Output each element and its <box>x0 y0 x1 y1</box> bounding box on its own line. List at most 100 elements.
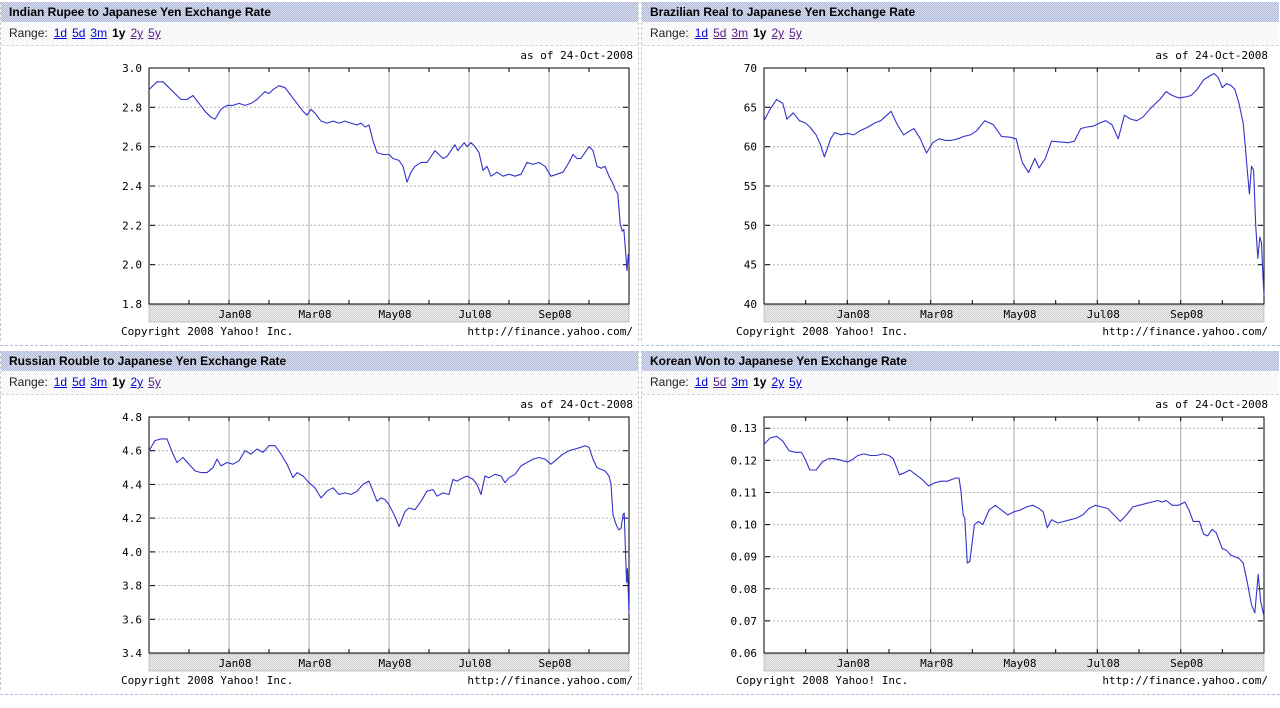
series-line <box>763 72 1265 297</box>
range-link-5y[interactable]: 5y <box>148 26 161 40</box>
x-axis-tick-label: Jul08 <box>458 657 491 670</box>
y-axis-tick-label: 4.8 <box>122 411 142 424</box>
range-bar: Range: 1d 5d 3m 1y 2y 5y <box>642 22 1279 46</box>
x-axis-tick-label: May08 <box>378 657 411 670</box>
x-axis-tick-label: Jul08 <box>1087 308 1120 321</box>
plot-border <box>148 67 630 305</box>
x-axis-tick-label: Jan08 <box>837 657 870 670</box>
panel-inr-jpy: Indian Rupee to Japanese Yen Exchange Ra… <box>0 2 639 341</box>
range-links: 1d 5d 3m 1y 2y 5y <box>695 375 807 389</box>
y-axis-tick-label: 3.0 <box>122 62 142 75</box>
x-axis-band <box>763 653 1265 672</box>
range-link-5d[interactable]: 5d <box>713 26 727 40</box>
chart-image: as of 24-Oct-2008 70 65 60 55 50 45 40 Jan08 Mar… <box>642 46 1279 341</box>
as-of-date: as of 24-Oct-2008 <box>520 49 633 62</box>
y-axis-tick-label: 60 <box>744 141 757 154</box>
x-axis-tick-label: Sep08 <box>538 657 571 670</box>
copyright-text: Copyright 2008 Yahoo! Inc. <box>736 325 909 338</box>
y-axis-tick-label: 3.4 <box>122 647 142 660</box>
exchange-rate-chart: 0.13 0.12 0.11 0.10 0.09 0.08 0.07 0.06 Jan08 Mar… <box>731 416 1265 672</box>
range-link-2y[interactable]: 2y <box>771 26 785 40</box>
range-link-2y[interactable]: 2y <box>130 26 144 40</box>
range-link-1d[interactable]: 1d <box>694 375 709 389</box>
x-axis-tick-label: Mar08 <box>298 657 331 670</box>
panel-title: Indian Rupee to Japanese Yen Exchange Ra… <box>1 2 638 22</box>
y-axis-tick-label: 2.0 <box>122 259 142 272</box>
y-axis-tick-label: 40 <box>744 298 757 311</box>
x-axis-tick-label: May08 <box>1003 657 1036 670</box>
x-axis-tick-label: Jul08 <box>1087 657 1120 670</box>
y-axis-tick-label: 2.8 <box>122 101 142 114</box>
y-axis-tick-label: 2.2 <box>122 219 142 232</box>
x-axis-tick-label: May08 <box>378 308 411 321</box>
x-axis-tick-label: Mar08 <box>920 657 953 670</box>
y-axis-tick-label: 4.4 <box>122 478 142 491</box>
panel-brl-jpy: Brazilian Real to Japanese Yen Exchange … <box>641 2 1279 341</box>
range-bar: Range: 1d 5d 3m 1y 2y 5y <box>1 22 638 46</box>
y-axis-tick-label: 55 <box>744 180 757 193</box>
plot-border <box>763 67 1265 305</box>
finance-url: http://finance.yahoo.com/ <box>467 674 633 687</box>
chart-row-bottom: Russian Rouble to Japanese Yen Exchange … <box>0 351 1280 695</box>
y-axis-tick-label: 45 <box>744 259 757 272</box>
y-axis-tick-label: 0.06 <box>731 647 758 660</box>
panel-krw-jpy: Korean Won to Japanese Yen Exchange Rate… <box>641 351 1279 690</box>
x-axis-tick-label: May08 <box>1003 308 1036 321</box>
panel-title: Korean Won to Japanese Yen Exchange Rate <box>642 351 1279 371</box>
copyright-text: Copyright 2008 Yahoo! Inc. <box>121 325 294 338</box>
y-axis-tick-label: 4.6 <box>122 445 142 458</box>
y-axis-tick-label: 0.10 <box>731 519 758 532</box>
x-axis-tick-label: Jul08 <box>458 308 491 321</box>
range-link-2y[interactable]: 2y <box>130 375 144 389</box>
x-axis-tick-label: Jan08 <box>218 657 251 670</box>
range-link-2y[interactable]: 2y <box>771 375 785 389</box>
y-axis-tick-label: 0.13 <box>731 422 758 435</box>
range-link-5d[interactable]: 5d <box>72 26 86 40</box>
chart-image: as of 24-Oct-2008 0.13 0.12 0.11 0.10 0.09 0.… <box>642 395 1279 690</box>
range-link-1y: 1y <box>753 26 767 40</box>
as-of-date: as of 24-Oct-2008 <box>1155 49 1268 62</box>
range-link-5y[interactable]: 5y <box>148 375 161 389</box>
finance-url: http://finance.yahoo.com/ <box>1102 325 1268 338</box>
plot-border <box>148 416 630 654</box>
range-link-1d[interactable]: 1d <box>694 26 709 40</box>
range-link-3m[interactable]: 3m <box>90 26 108 40</box>
range-bar: Range: 1d 5d 3m 1y 2y 5y <box>642 371 1279 395</box>
copyright-text: Copyright 2008 Yahoo! Inc. <box>121 674 294 687</box>
range-link-3m[interactable]: 3m <box>731 26 749 40</box>
range-link-5d[interactable]: 5d <box>72 375 86 389</box>
x-axis-band <box>763 304 1265 323</box>
y-axis-tick-label: 4.2 <box>122 512 142 525</box>
y-axis-tick-label: 2.6 <box>122 141 142 154</box>
plot-border <box>763 416 1265 654</box>
range-link-1y: 1y <box>753 375 767 389</box>
range-link-1d[interactable]: 1d <box>53 375 68 389</box>
panel-rub-jpy: Russian Rouble to Japanese Yen Exchange … <box>0 351 639 690</box>
x-axis-tick-label: Mar08 <box>920 308 953 321</box>
range-label: Range: <box>650 375 689 389</box>
exchange-rate-chart: 70 65 60 55 50 45 40 Jan08 Mar08 May08 Jul08 Sep08 <box>744 62 1265 323</box>
range-link-3m[interactable]: 3m <box>731 375 749 389</box>
range-link-1d[interactable]: 1d <box>53 26 68 40</box>
range-link-5y[interactable]: 5y <box>789 26 802 40</box>
range-link-3m[interactable]: 3m <box>90 375 108 389</box>
y-axis-tick-label: 50 <box>744 219 757 232</box>
range-links: 1d 5d 3m 1y 2y 5y <box>54 26 166 40</box>
y-axis-tick-label: 3.8 <box>122 580 142 593</box>
y-axis-tick-label: 4.0 <box>122 546 142 559</box>
range-label: Range: <box>9 26 48 40</box>
chart-image: as of 24-Oct-2008 4.8 4.6 4.4 4.2 4.0 3.8 3.6 3… <box>1 395 638 690</box>
x-axis-band <box>148 653 630 672</box>
y-axis-tick-label: 70 <box>744 62 757 75</box>
finance-url: http://finance.yahoo.com/ <box>1102 674 1268 687</box>
range-link-1y: 1y <box>112 26 126 40</box>
range-link-5y[interactable]: 5y <box>789 375 802 389</box>
panel-title: Russian Rouble to Japanese Yen Exchange … <box>1 351 638 371</box>
x-axis-tick-label: Sep08 <box>1170 657 1203 670</box>
range-link-5d[interactable]: 5d <box>713 375 727 389</box>
x-axis-tick-label: Jan08 <box>837 308 870 321</box>
x-axis-tick-label: Sep08 <box>1170 308 1203 321</box>
y-axis-tick-label: 0.11 <box>731 487 758 500</box>
range-link-1y: 1y <box>112 375 126 389</box>
y-axis-tick-label: 0.08 <box>731 583 758 596</box>
